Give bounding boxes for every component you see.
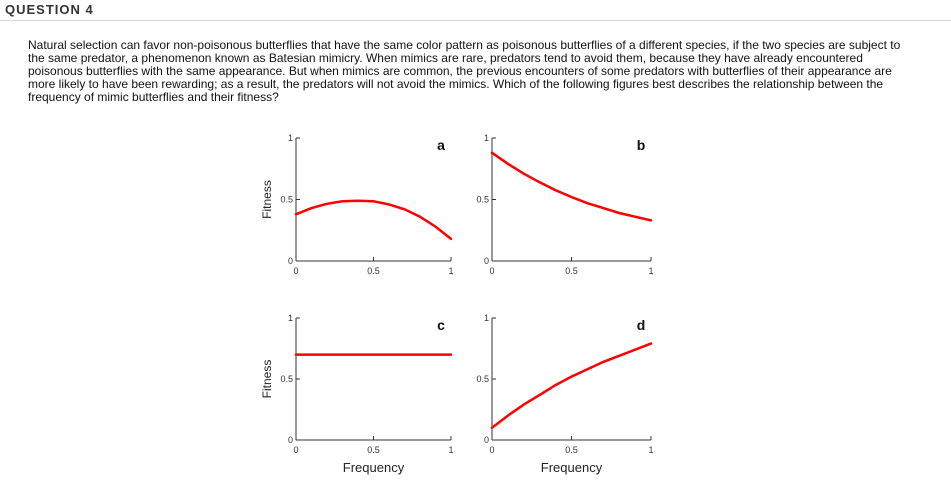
- curve-a: [294, 199, 453, 241]
- x-tick-label-d-2: 1: [648, 445, 653, 455]
- curve-d: [490, 342, 653, 430]
- y-tick-label-d-2: 1: [484, 313, 489, 323]
- x-tick-label-b-0: 0: [489, 266, 494, 276]
- x-tick-label-c-0: 0: [293, 445, 298, 455]
- question-header: QUESTION 4: [0, 0, 951, 21]
- x-tick-label-a-2: 1: [448, 266, 453, 276]
- x-tick-label-d-0: 0: [489, 445, 494, 455]
- y-tick-label-b-1: 0.5: [476, 195, 489, 205]
- panel-letter-a: a: [437, 137, 445, 153]
- y-tick-label-b-2: 1: [484, 133, 489, 143]
- panel-letter-d: d: [637, 317, 646, 333]
- x-axis-label-d: Frequency: [541, 460, 603, 475]
- x-axis-label-c: Frequency: [343, 460, 405, 475]
- y-tick-label-a-0: 0: [288, 256, 293, 266]
- y-tick-label-d-1: 0.5: [476, 374, 489, 384]
- x-tick-label-d-1: 0.5: [565, 445, 578, 455]
- y-tick-label-c-0: 0: [288, 435, 293, 445]
- x-tick-label-c-2: 1: [448, 445, 453, 455]
- y-tick-label-a-1: 0.5: [280, 195, 293, 205]
- question-text: Natural selection can favor non-poisonou…: [28, 38, 901, 104]
- x-tick-label-c-1: 0.5: [367, 445, 380, 455]
- question-title: QUESTION 4: [5, 2, 94, 17]
- x-tick-label-b-2: 1: [648, 266, 653, 276]
- x-tick-label-a-0: 0: [293, 266, 298, 276]
- y-tick-label-c-2: 1: [288, 313, 293, 323]
- y-axis-label-c: Fitness: [260, 360, 274, 399]
- y-tick-label-a-2: 1: [288, 133, 293, 143]
- panel-letter-b: b: [637, 137, 646, 153]
- y-tick-label-b-0: 0: [484, 256, 489, 266]
- x-tick-label-a-1: 0.5: [367, 266, 380, 276]
- panel-letter-c: c: [437, 317, 445, 333]
- y-axis-label-a: Fitness: [260, 180, 274, 219]
- x-tick-label-b-1: 0.5: [565, 266, 578, 276]
- figure-svg: 0 0.5 1 0 0.5 1 a Fitness 0 0.5 1 0 0.5 1 b 0 0.5 1 0 0.5 1 c…: [260, 133, 654, 475]
- y-tick-label-d-0: 0: [484, 435, 489, 445]
- y-tick-label-c-1: 0.5: [280, 374, 293, 384]
- answer-figure: 0 0.5 1 0 0.5 1 a Fitness 0 0.5 1 0 0.5 1 b 0 0.5 1 0 0.5 1 c…: [255, 118, 671, 504]
- curve-b: [490, 151, 653, 222]
